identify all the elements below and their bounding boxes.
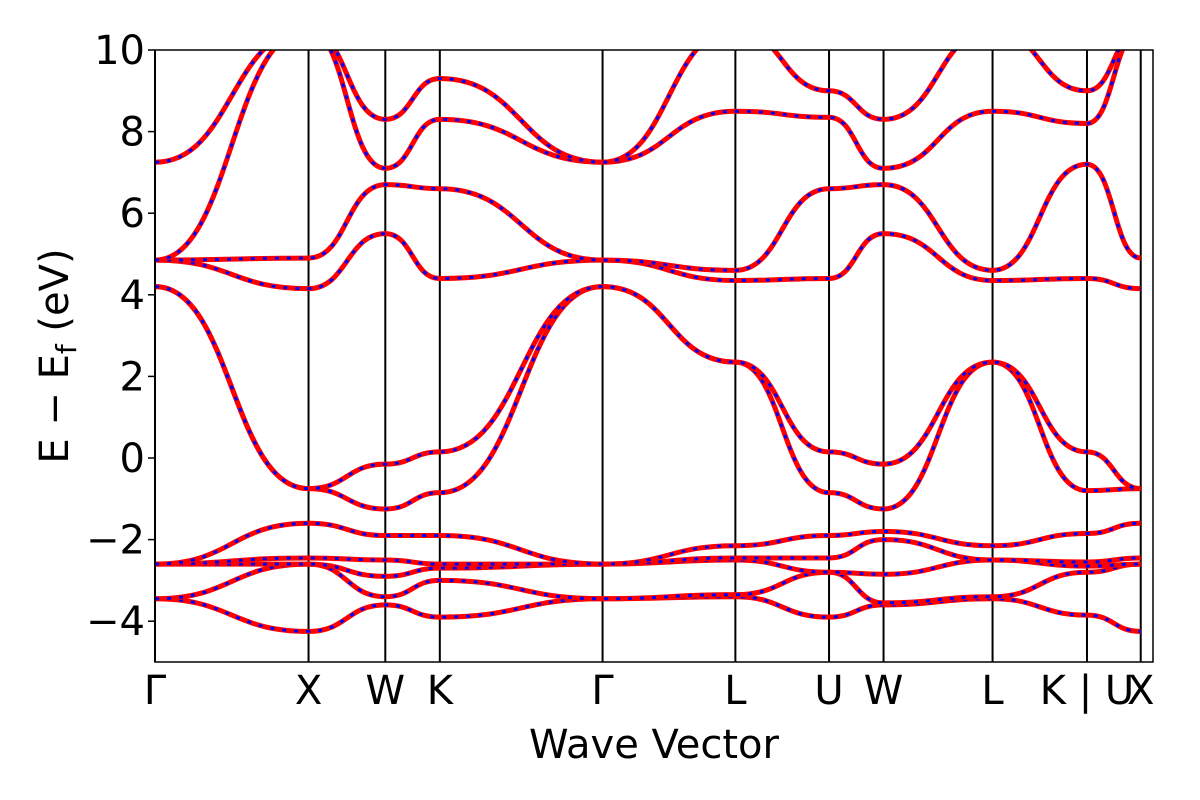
y-tick-label: 2 — [120, 354, 145, 400]
x-tick-label: W — [864, 668, 904, 714]
y-axis-label-main: E − E — [32, 354, 78, 464]
y-tick-label: −4 — [86, 599, 145, 645]
band-line-dashed — [155, 595, 1141, 633]
x-tick-label: L — [724, 668, 747, 714]
x-tick-label: L — [981, 668, 1004, 714]
y-axis-label-unit: (eV) — [32, 248, 78, 344]
y-tick-label: 0 — [120, 436, 145, 482]
band-line-dashed — [155, 538, 1141, 566]
plot-frame — [154, 49, 1154, 663]
x-tick-label: X — [295, 668, 322, 714]
band-line-dashed — [155, 162, 1142, 272]
x-tick-label: K — [427, 668, 455, 714]
x-tick-label: U — [814, 668, 843, 714]
high-symmetry-lines — [154, 50, 1142, 662]
x-tick-label: W — [366, 668, 406, 714]
y-tick-label: 6 — [120, 191, 145, 237]
band-line-solid — [155, 284, 1141, 492]
band-line-solid — [155, 50, 1122, 165]
bands-group — [155, 50, 1142, 634]
x-tick-label: X — [1127, 668, 1154, 714]
y-axis-label: E − Ef (eV) — [32, 248, 83, 463]
band-line-solid — [155, 231, 1141, 292]
band-line-dashed — [155, 521, 1141, 566]
x-axis-label: Wave Vector — [529, 722, 780, 768]
y-axis-ticks: −4 −2 0 2 4 6 8 10 — [86, 28, 155, 645]
y-tick-label: −2 — [86, 518, 145, 564]
y-axis-label-subscript: f — [50, 343, 83, 354]
band-line-solid — [155, 50, 1126, 263]
band-line-dashed — [155, 562, 1141, 605]
y-tick-label: 10 — [94, 28, 145, 74]
y-tick-label: 8 — [120, 110, 145, 156]
x-tick-label: Γ — [591, 668, 614, 714]
y-tick-label: 4 — [120, 273, 145, 319]
x-tick-label: Γ — [144, 668, 167, 714]
x-tick-label: K | U — [1040, 668, 1134, 714]
